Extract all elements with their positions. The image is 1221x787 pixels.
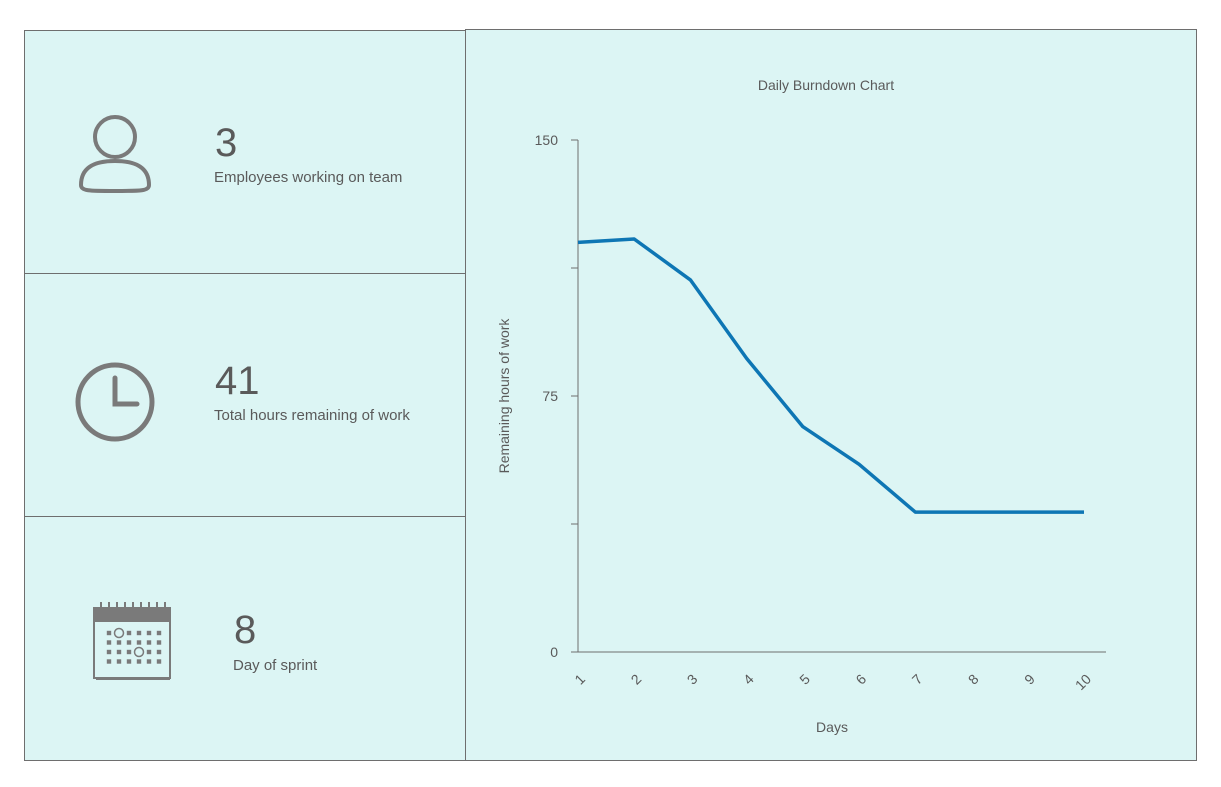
x-tick-label: 3	[684, 671, 701, 688]
clock-icon	[75, 362, 155, 442]
burndown-chart: Daily Burndown Chart Days Remaining hour…	[496, 77, 1106, 735]
hours-label: Total hours remaining of work	[214, 407, 410, 424]
hours-count: 41	[215, 359, 260, 403]
x-axis-label: Days	[816, 719, 848, 735]
x-tick-label: 2	[628, 671, 645, 688]
x-tick-label: 10	[1072, 671, 1094, 693]
burndown-series-line	[577, 237, 1084, 514]
x-tick-label: 8	[965, 671, 982, 688]
x-tick-label: 5	[796, 671, 813, 688]
sprint-day-label: Day of sprint	[233, 657, 318, 674]
x-tick-label: 4	[740, 671, 757, 688]
calendar-icon	[93, 602, 171, 680]
employees-label: Employees working on team	[214, 169, 403, 186]
y-tick-label: 75	[542, 388, 558, 404]
x-tick-label: 7	[909, 671, 926, 688]
x-tick-label: 6	[852, 671, 869, 688]
y-tick-label: 150	[535, 132, 559, 148]
employees-panel: 3 Employees working on team	[24, 30, 466, 274]
sprint-day-panel: 8 Day of sprint	[24, 516, 466, 761]
x-tick-label: 1	[571, 671, 588, 688]
hours-panel: 41 Total hours remaining of work	[24, 273, 466, 517]
y-tick-label: 0	[550, 644, 558, 660]
employees-count: 3	[215, 121, 238, 165]
x-tick-label: 9	[1021, 671, 1038, 688]
y-axis-label: Remaining hours of work	[496, 318, 512, 474]
sprint-day-count: 8	[234, 608, 257, 652]
burndown-chart-panel: Daily Burndown Chart Days Remaining hour…	[465, 29, 1197, 761]
chart-title: Daily Burndown Chart	[758, 77, 894, 93]
person-icon	[78, 115, 152, 193]
